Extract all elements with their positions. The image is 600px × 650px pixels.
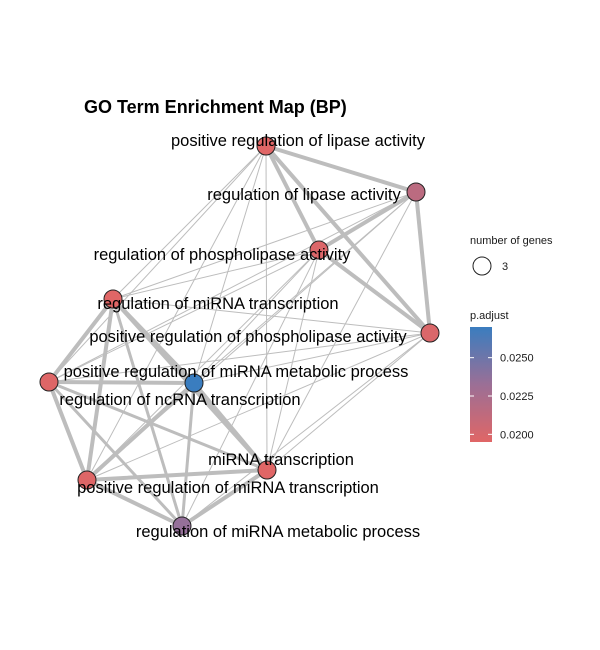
legend-color-ticks: 0.0250 0.0225 0.0200: [470, 353, 534, 441]
node-label-pos_reg_lipase: positive regulation of lipase activity: [171, 132, 426, 150]
node-label-reg_lipase: regulation of lipase activity: [207, 186, 401, 204]
node-label-reg_mirna_transcription: regulation of miRNA transcription: [97, 295, 338, 313]
edge-reg_lipase-pos_reg_mirna_transcription: [86, 191, 417, 481]
legend-colorbar: [470, 327, 492, 442]
edge-layer: [47, 144, 432, 528]
node-label-mirna_transcription: miRNA transcription: [208, 451, 354, 469]
edge-pos_reg_phospholipase-reg_mirna_transcription: [112, 298, 431, 334]
legend: number of genes 3 p.adjust 0.02500.02250…: [470, 235, 553, 442]
legend-tick-label-2: 0.0200: [500, 429, 534, 441]
legend-tick-label-1: 0.0225: [500, 391, 534, 403]
node-layer: [39, 136, 440, 536]
edge-reg_phospholipase-pos_reg_mirna_metabolic: [48, 249, 320, 383]
edge-reg_phospholipase-reg_mirna_transcription: [112, 249, 320, 300]
edge-mirna_transcription-reg_mirna_metabolic: [180, 468, 269, 528]
node-pos_reg_mirna_transcription: [77, 470, 97, 490]
node-label-pos_reg_mirna_metabolic: positive regulation of miRNA metabolic p…: [64, 363, 409, 381]
node-reg_ncrna_transcription: [184, 373, 204, 393]
edge-pos_reg_mirna_metabolic-mirna_transcription: [47, 380, 269, 472]
legend-size-value: 3: [502, 261, 508, 273]
edge-reg_lipase-reg_mirna_transcription: [112, 191, 417, 300]
edge-pos_reg_phospholipase-pos_reg_mirna_metabolic: [48, 332, 431, 383]
edge-pos_reg_lipase-pos_reg_mirna_transcription: [86, 145, 267, 481]
edge-reg_phospholipase-pos_reg_phospholipase: [317, 248, 432, 335]
edge-reg_phospholipase-mirna_transcription: [266, 249, 320, 471]
edge-reg_mirna_transcription-pos_reg_mirna_transcription: [85, 297, 115, 482]
edge-pos_reg_lipase-mirna_transcription: [265, 145, 268, 471]
edge-pos_reg_lipase-reg_ncrna_transcription: [193, 145, 267, 384]
edge-mirna_transcription-pos_reg_mirna_transcription: [85, 468, 269, 482]
node-label-reg_phospholipase: regulation of phospholipase activity: [94, 246, 352, 264]
edge-pos_reg_mirna_metabolic-pos_reg_mirna_transcription: [47, 380, 89, 482]
node-label-pos_reg_mirna_transcription: positive regulation of miRNA transcripti…: [77, 479, 379, 497]
edge-reg_lipase-pos_reg_mirna_metabolic: [48, 191, 417, 383]
edge-pos_reg_lipase-reg_mirna_transcription: [112, 145, 267, 300]
edge-reg_phospholipase-reg_mirna_metabolic: [181, 249, 320, 527]
node-pos_reg_phospholipase: [420, 323, 440, 343]
edge-reg_ncrna_transcription-reg_mirna_metabolic: [180, 381, 196, 528]
node-reg_mirna_metabolic: [172, 516, 192, 536]
edge-pos_reg_phospholipase-reg_ncrna_transcription: [193, 332, 431, 384]
node-pos_reg_lipase: [256, 136, 276, 156]
edge-pos_reg_lipase-reg_phospholipase: [264, 144, 321, 252]
edge-pos_reg_mirna_metabolic-reg_ncrna_transcription: [47, 380, 196, 385]
node-label-reg_ncrna_transcription: regulation of ncRNA transcription: [59, 391, 300, 409]
edge-reg_lipase-pos_reg_phospholipase: [414, 190, 432, 335]
edge-pos_reg_lipase-pos_reg_mirna_metabolic: [48, 145, 267, 383]
node-label-pos_reg_phospholipase: positive regulation of phospholipase act…: [89, 328, 407, 346]
node-pos_reg_mirna_metabolic: [39, 372, 59, 392]
edge-reg_mirna_transcription-pos_reg_mirna_metabolic: [47, 297, 115, 384]
node-reg_mirna_transcription: [103, 289, 123, 309]
edge-pos_reg_mirna_transcription-reg_mirna_metabolic: [85, 478, 184, 528]
edge-reg_phospholipase-pos_reg_mirna_transcription: [86, 249, 320, 481]
edge-reg_lipase-reg_phospholipase: [317, 190, 418, 252]
node-reg_lipase: [406, 182, 426, 202]
legend-size-title: number of genes: [470, 235, 553, 247]
edge-pos_reg_lipase-pos_reg_phospholipase: [264, 144, 432, 335]
edge-reg_lipase-mirna_transcription: [266, 191, 417, 471]
edge-pos_reg_phospholipase-mirna_transcription: [266, 332, 431, 471]
legend-tick-label-0: 0.0250: [500, 353, 534, 365]
edge-pos_reg_phospholipase-pos_reg_mirna_transcription: [86, 332, 431, 481]
edge-pos_reg_phospholipase-reg_mirna_metabolic: [181, 332, 431, 527]
label-layer: positive regulation of lipase activity re…: [59, 132, 425, 541]
node-mirna_transcription: [257, 460, 277, 480]
legend-size-key: [472, 256, 492, 276]
node-reg_phospholipase: [309, 240, 329, 260]
chart-title: GO Term Enrichment Map (BP): [84, 97, 347, 117]
edge-pos_reg_lipase-reg_lipase: [264, 144, 418, 194]
edge-reg_ncrna_transcription-mirna_transcription: [192, 381, 269, 472]
edge-reg_mirna_transcription-reg_mirna_metabolic: [111, 297, 184, 528]
node-label-reg_mirna_metabolic: regulation of miRNA metabolic process: [136, 523, 420, 541]
legend-color-title: p.adjust: [470, 310, 509, 322]
